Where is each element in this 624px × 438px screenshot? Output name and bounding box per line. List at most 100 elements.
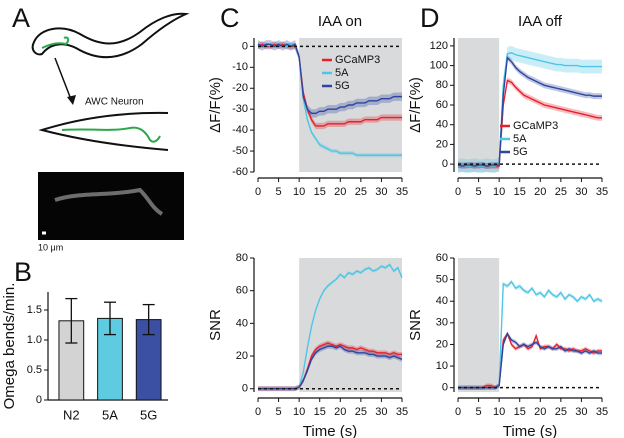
y-tick-label: -40: [232, 124, 248, 136]
x-tick-label: 5: [276, 406, 282, 418]
chart-title: IAA off: [518, 13, 563, 30]
shaded-region: [458, 258, 500, 392]
error-band: [458, 54, 602, 170]
x-tick-label: 5: [476, 186, 482, 198]
y-tick-label: 0.5: [27, 364, 42, 376]
panel-label: D: [420, 3, 440, 33]
y-axis-label: Omega bends/min.: [1, 283, 18, 410]
y-tick-label: 80: [236, 252, 248, 264]
micrograph-signal: [54, 187, 164, 216]
x-tick-label: 10: [293, 406, 305, 418]
y-tick-label: 0: [36, 394, 42, 406]
neuron: [41, 36, 70, 49]
line-series: [457, 56, 602, 167]
worm-outline: [31, 12, 190, 59]
chart-title: IAA on: [318, 13, 362, 30]
y-tick-label: 60: [436, 99, 448, 111]
x-tick-label: 15: [514, 406, 526, 418]
x-tick-label: 15: [514, 186, 526, 198]
x-axis-label: Time (s): [303, 423, 357, 438]
y-axis-label: SNR: [407, 309, 424, 341]
y-tick-label: 40: [236, 317, 248, 329]
illustration: A AWC Neuron 10 μm: [12, 3, 190, 252]
y-tick-label: 60: [236, 285, 248, 297]
x-tick-label: 20: [334, 406, 346, 418]
error-band: [458, 77, 602, 170]
micrograph: [38, 172, 184, 240]
y-tick-label: -20: [232, 82, 248, 94]
x-tick-label: 10: [493, 406, 505, 418]
legend-label: 5G: [335, 80, 350, 92]
y-tick-label: 20: [436, 338, 448, 350]
y-tick-label: -60: [232, 166, 248, 178]
y-tick-label: 120: [430, 40, 448, 52]
x-tick-label: 10: [293, 186, 305, 198]
shaded-region: [299, 258, 402, 392]
x-tick-label: 0: [455, 406, 461, 418]
head-outline: [38, 111, 169, 151]
x-tick-label: 5: [276, 186, 282, 198]
x-tick-label: 0: [255, 186, 261, 198]
x-tick-label: 10: [493, 186, 505, 198]
x-tick-label: 35: [396, 406, 408, 418]
x-tick-label: 25: [555, 406, 567, 418]
y-tick-label: 10: [436, 360, 448, 372]
legend-label: 5A: [335, 67, 349, 79]
line-series: [457, 52, 602, 167]
y-tick-label: -10: [232, 61, 248, 73]
y-tick-label: 0: [442, 382, 448, 394]
x-tick-label: 35: [596, 406, 608, 418]
shaded-region: [458, 38, 500, 172]
y-tick-label: 0: [242, 383, 248, 395]
x-tick-label: 15: [314, 406, 326, 418]
scale-label: 10 μm: [38, 242, 63, 252]
x-tick-label: N2: [63, 407, 80, 422]
x-tick-label: 25: [355, 406, 367, 418]
x-tick-label: 20: [534, 186, 546, 198]
error-band: [258, 343, 402, 392]
panel-label: A: [12, 3, 30, 33]
y-tick-label: 20: [236, 350, 248, 362]
x-tick-label: 30: [575, 406, 587, 418]
x-tick-label: 5A: [102, 407, 118, 422]
x-tick-label: 5: [476, 406, 482, 418]
x-tick-label: 25: [355, 186, 367, 198]
x-tick-label: 15: [314, 186, 326, 198]
y-axis-label: SNR: [207, 309, 224, 341]
legend-label: GCaMP3: [513, 120, 558, 132]
panel-label: B: [14, 257, 32, 287]
arrow: [54, 57, 73, 103]
arrow-head: [67, 95, 76, 105]
error-band: [258, 40, 402, 118]
neuron-label: AWC Neuron: [85, 97, 144, 108]
y-tick-label: 0: [442, 158, 448, 170]
x-tick-label: 30: [375, 406, 387, 418]
legend-label: 5A: [513, 133, 527, 145]
error-band: [258, 41, 402, 130]
y-tick-label: -50: [232, 145, 248, 157]
y-tick-label: 1.5: [27, 304, 42, 316]
y-tick-label: 80: [436, 79, 448, 91]
y-tick-label: 1.0: [27, 334, 42, 346]
x-axis-label: Time (s): [503, 423, 557, 438]
x-tick-label: 5G: [140, 407, 157, 422]
y-tick-label: 60: [436, 252, 448, 264]
x-tick-label: 35: [396, 186, 408, 198]
legend-label: 5G: [513, 146, 528, 158]
y-tick-label: 40: [436, 119, 448, 131]
x-tick-label: 30: [575, 186, 587, 198]
line-series: [257, 43, 402, 127]
y-tick-label: 20: [436, 138, 448, 150]
x-tick-label: 25: [555, 186, 567, 198]
x-tick-label: 30: [375, 186, 387, 198]
neuron-zoom: [61, 126, 161, 143]
legend-label: GCaMP3: [335, 54, 380, 66]
y-tick-label: 30: [436, 317, 448, 329]
x-tick-label: 35: [596, 186, 608, 198]
x-tick-label: 20: [334, 186, 346, 198]
y-tick-label: -30: [232, 103, 248, 115]
y-axis-label: ΔF/F(%): [207, 77, 224, 133]
y-axis-label: ΔF/F(%): [407, 77, 424, 133]
x-tick-label: 0: [255, 406, 261, 418]
